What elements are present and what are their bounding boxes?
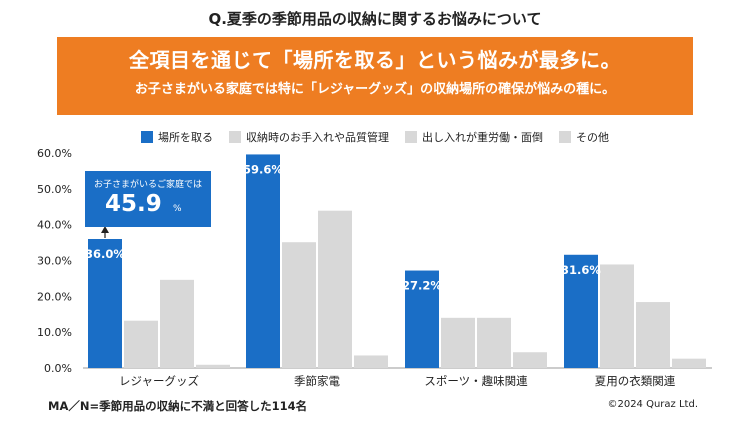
copyright: ©2024 Quraz Ltd.: [607, 399, 698, 410]
legend-swatch: [229, 131, 241, 143]
bar: [564, 254, 598, 368]
sample-footnote: MA／N=季節用品の収納に不満と回答した114名: [48, 399, 308, 413]
chart-question-title: Q.夏季の季節用品の収納に関するお悩みについて: [208, 10, 542, 28]
bar: [354, 355, 388, 368]
banner-subline: お子さまがいる家庭では特に「レジャーグッズ」の収納場所の確保が悩みの種に。: [134, 82, 616, 97]
chart-legend: 場所を取る 収納時のお手入れや品質管理 出し入れが重労働・面倒 その他: [0, 129, 750, 145]
callout-value: 45.9: [105, 191, 162, 217]
legend-item: その他: [559, 129, 609, 145]
bar: [318, 210, 352, 368]
bar: [282, 242, 316, 368]
bar: [513, 352, 547, 368]
callout-arrow-head: [101, 226, 109, 233]
bar: [405, 270, 439, 368]
y-tick-label: 20.0%: [37, 290, 72, 303]
bar: [477, 317, 511, 368]
bar: [636, 302, 670, 368]
bar: [196, 364, 230, 368]
callout-text: お子さまがいるご家庭では: [93, 180, 202, 190]
x-tick-label: 夏用の衣類関連: [595, 374, 676, 388]
banner-headline: 全項目を通じて「場所を取る」という悩みが最多に。: [129, 48, 621, 72]
data-label: 27.2%: [402, 279, 442, 293]
y-tick-label: 60.0%: [37, 147, 72, 160]
bar: [441, 317, 475, 368]
legend-label: 出し入れが重労働・面倒: [422, 131, 543, 144]
legend-item: 収納時のお手入れや品質管理: [229, 129, 389, 145]
bar: [246, 154, 280, 368]
y-tick-label: 30.0%: [37, 255, 72, 268]
y-tick-label: 10.0%: [37, 326, 72, 339]
data-label: 31.6%: [561, 263, 601, 277]
legend-item: 場所を取る: [141, 129, 213, 145]
bar: [88, 239, 122, 368]
legend-swatch: [405, 131, 417, 143]
y-tick-label: 40.0%: [37, 219, 72, 232]
headline-banner: 全項目を通じて「場所を取る」という悩みが最多に。 お子さまがいる家庭では特に「レ…: [57, 37, 693, 115]
legend-label: 場所を取る: [158, 131, 213, 144]
bar: [124, 320, 158, 368]
callout-box: お子さまがいるご家庭では 45.9 %: [85, 171, 211, 227]
x-tick-label: 季節家電: [294, 374, 340, 388]
bar: [672, 358, 706, 368]
legend-swatch: [559, 131, 571, 143]
legend-label: その他: [576, 131, 609, 144]
x-tick-label: レジャーグッズ: [119, 374, 199, 388]
bar: [600, 264, 634, 368]
x-tick-label: スポーツ・趣味関連: [424, 374, 528, 388]
legend-item: 出し入れが重労働・面倒: [405, 129, 543, 145]
data-label: 36.0%: [85, 247, 125, 261]
y-tick-label: 50.0%: [37, 183, 72, 196]
data-label: 59.6%: [243, 162, 283, 176]
y-tick-label: 0.0%: [44, 362, 72, 375]
callout-unit: %: [173, 204, 182, 214]
bar: [160, 279, 194, 368]
legend-swatch-primary: [141, 131, 153, 143]
legend-label: 収納時のお手入れや品質管理: [246, 131, 389, 144]
